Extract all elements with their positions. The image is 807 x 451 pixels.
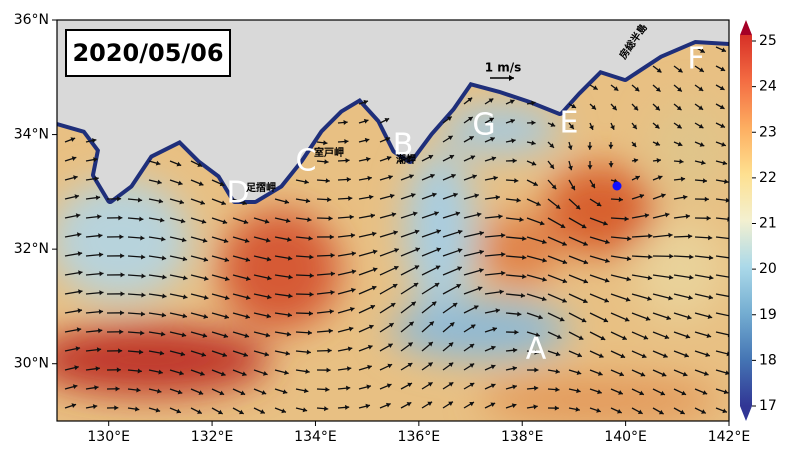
sst-field bbox=[30, 20, 734, 425]
x-tick-label: 142°E bbox=[708, 429, 751, 445]
y-tick-label: 30°N bbox=[14, 356, 49, 372]
scale-label: 1 m/s bbox=[485, 61, 522, 75]
colorbar-min bbox=[740, 406, 752, 421]
x-tick-label: 140°E bbox=[604, 429, 647, 445]
region-label: A bbox=[526, 332, 547, 367]
x-tick-label: 130°E bbox=[87, 429, 130, 445]
colorbar-tick-label: 17 bbox=[759, 398, 777, 414]
x-tick-label: 134°E bbox=[294, 429, 337, 445]
station bbox=[613, 182, 622, 191]
colorbar-tick-label: 24 bbox=[759, 79, 777, 95]
colorbar bbox=[740, 35, 752, 406]
colorbar-tick-label: 23 bbox=[759, 124, 777, 140]
place-label: 足摺岬 bbox=[246, 181, 276, 194]
x-tick-label: 138°E bbox=[501, 429, 544, 445]
colorbar-tick-label: 21 bbox=[759, 216, 777, 232]
place-label: 潮岬 bbox=[396, 153, 416, 166]
place-label: 室戸岬 bbox=[314, 146, 344, 159]
colorbar-tick-label: 25 bbox=[759, 33, 777, 49]
vector-head bbox=[729, 294, 733, 299]
vector-head bbox=[729, 255, 733, 260]
date-title: 2020/05/06 bbox=[72, 39, 223, 67]
colorbar-tick-label: 22 bbox=[759, 170, 777, 186]
colorbar-tick-label: 19 bbox=[759, 307, 777, 323]
region-label: G bbox=[472, 108, 495, 143]
region-label: F bbox=[687, 42, 704, 77]
colorbar-tick-label: 20 bbox=[759, 261, 777, 277]
y-tick-label: 32°N bbox=[14, 241, 49, 257]
region-label: E bbox=[560, 106, 579, 141]
x-tick-label: 136°E bbox=[398, 429, 441, 445]
colorbar-max bbox=[740, 20, 752, 35]
y-tick-label: 34°N bbox=[14, 127, 49, 143]
vector-head bbox=[729, 275, 733, 280]
colorbar-tick-label: 18 bbox=[759, 352, 777, 368]
x-tick-label: 132°E bbox=[191, 429, 234, 445]
y-tick-label: 36°N bbox=[14, 12, 49, 28]
